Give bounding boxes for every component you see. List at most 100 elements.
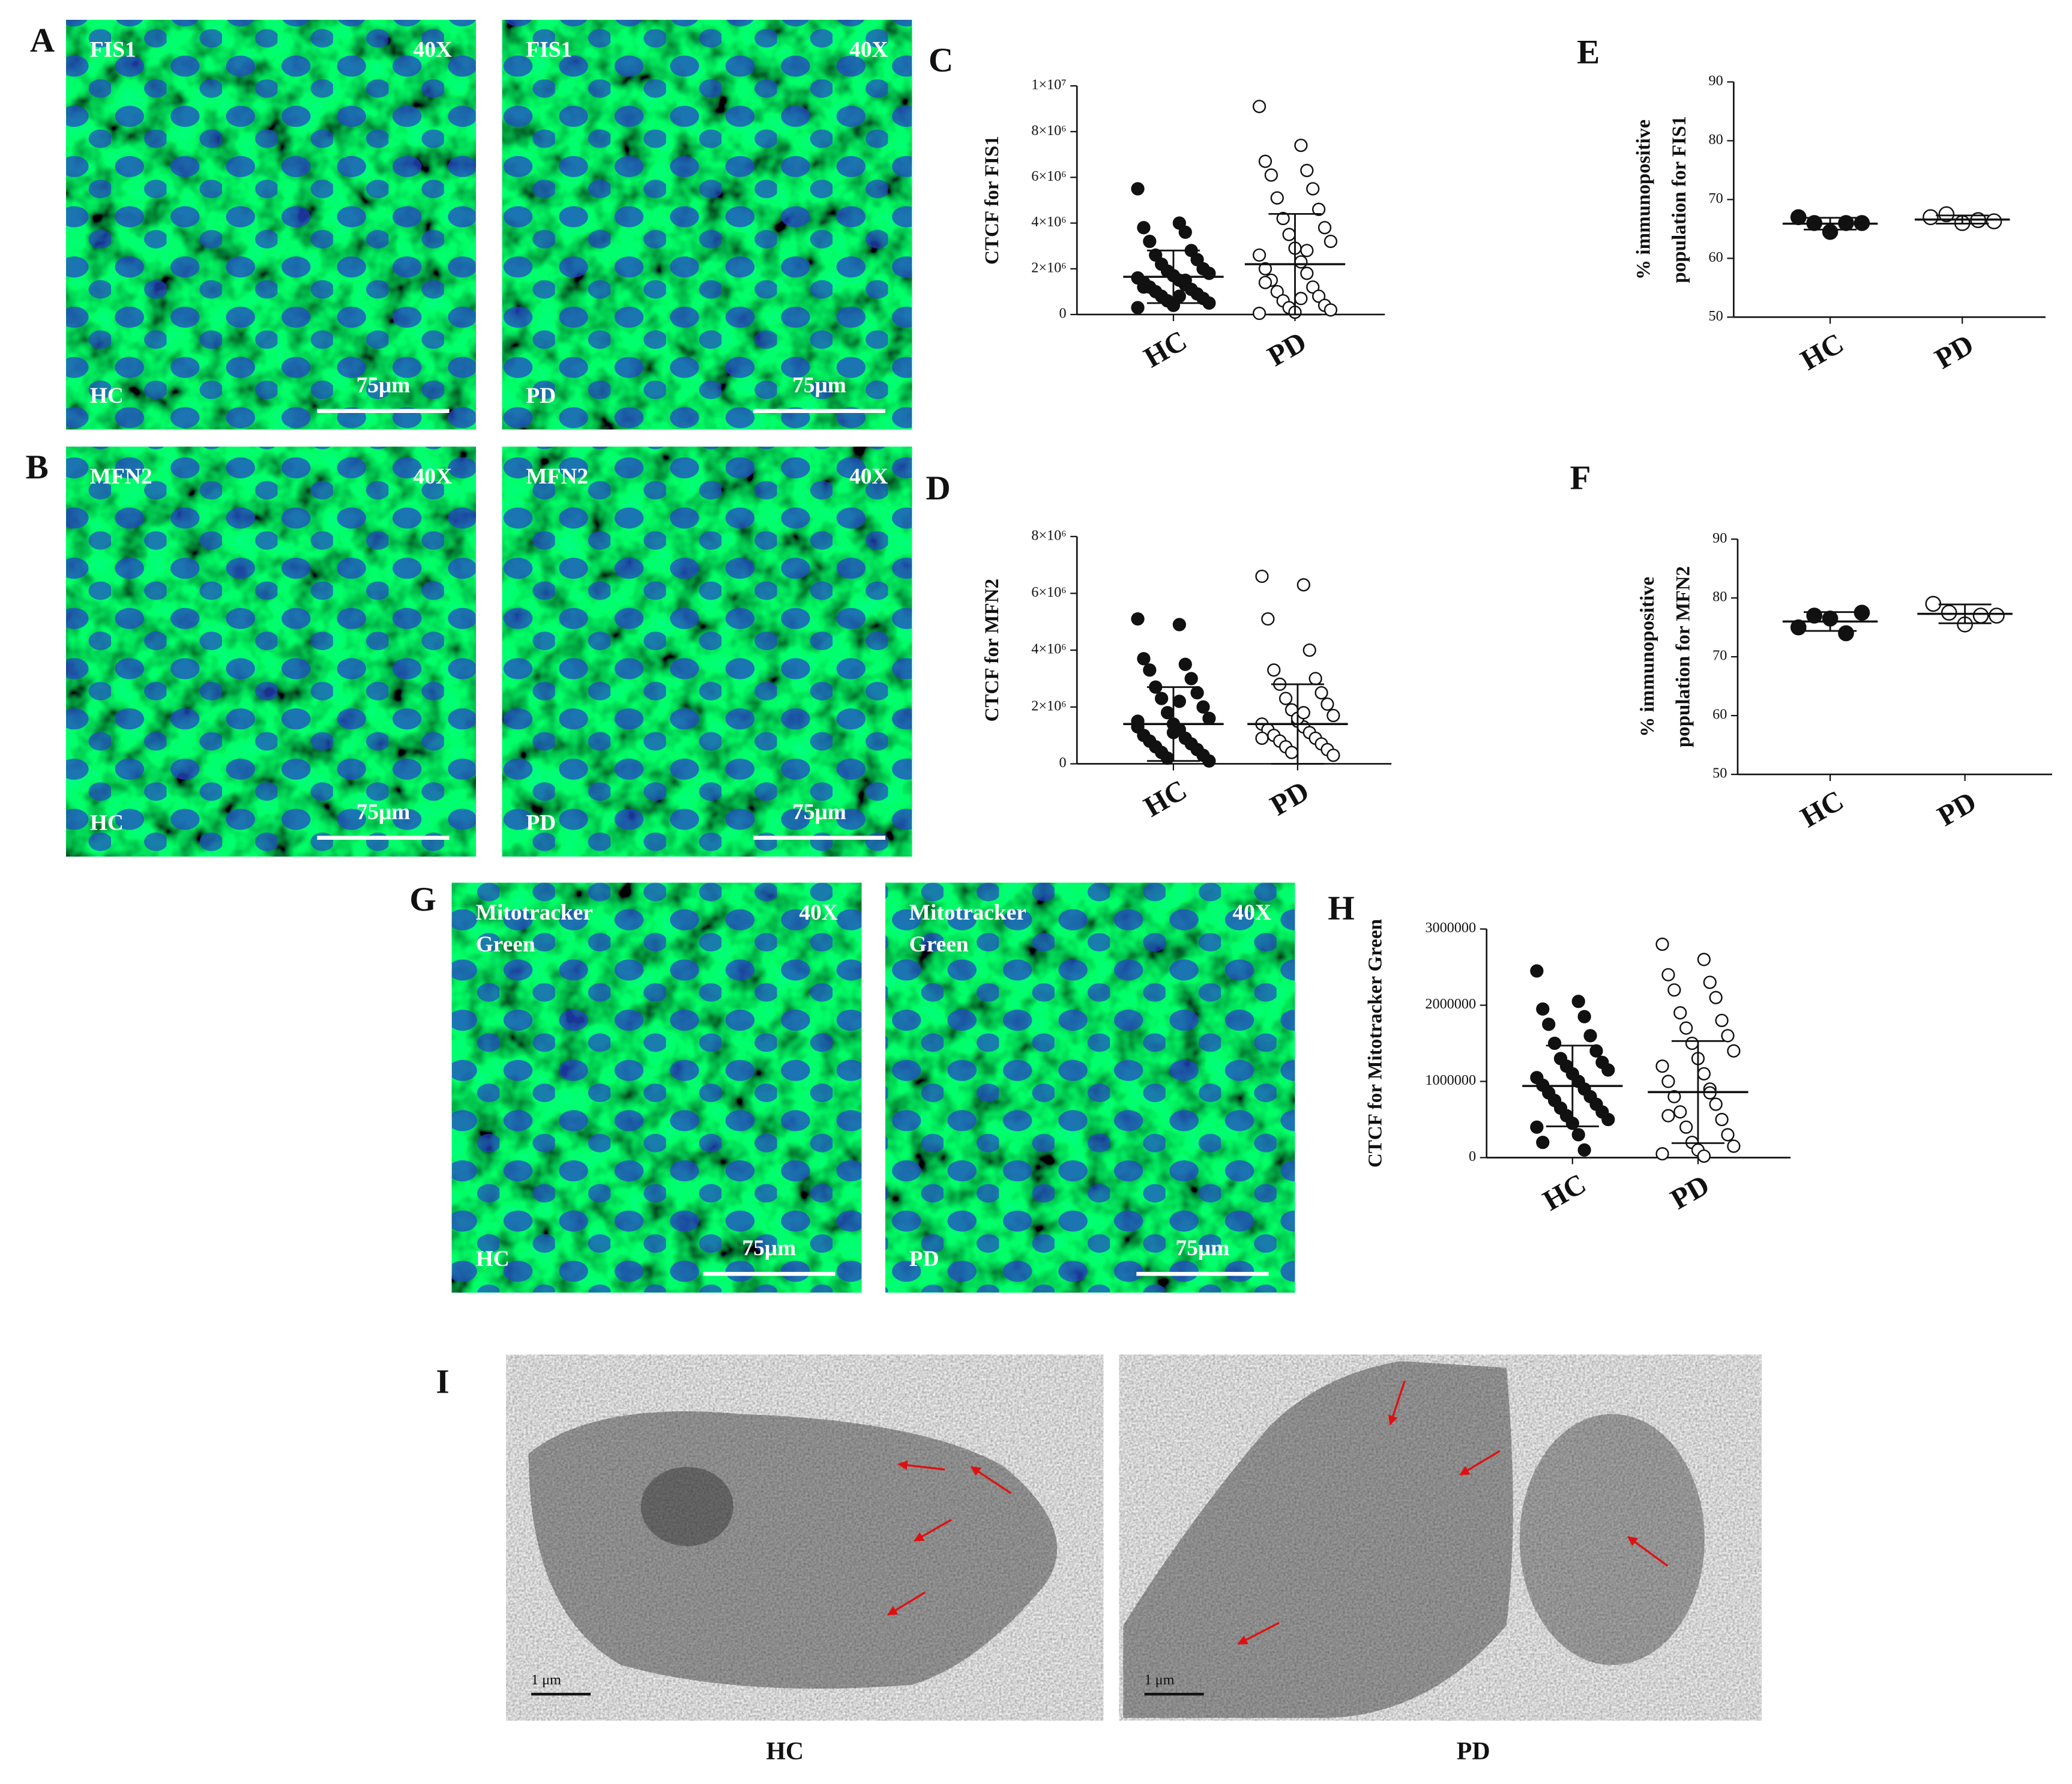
arrow bbox=[897, 1460, 945, 1471]
nucleolus bbox=[640, 1466, 733, 1546]
data-point bbox=[1202, 754, 1216, 768]
y-tick-label: 6×10⁶ bbox=[1031, 168, 1066, 184]
panel-letter: F bbox=[1570, 459, 1591, 496]
y-tick-label: 0 bbox=[1059, 306, 1067, 322]
y-tick-label: 2000000 bbox=[1425, 996, 1476, 1012]
group-label: HC bbox=[90, 810, 124, 835]
data-point bbox=[1536, 1135, 1550, 1150]
data-point bbox=[1577, 1010, 1591, 1023]
cell bbox=[1123, 1361, 1513, 1718]
magnification-label: 40X bbox=[849, 37, 888, 62]
data-point bbox=[1577, 1143, 1591, 1157]
micrograph: MFN2 40X HC 75μm bbox=[66, 447, 476, 857]
data-point bbox=[1172, 618, 1186, 631]
data-point bbox=[1697, 1149, 1711, 1163]
panel-letter: C bbox=[929, 41, 953, 79]
stain-label: MFN2 bbox=[526, 465, 588, 489]
y-axis-label: population for MFN2 bbox=[1673, 566, 1694, 747]
arrow bbox=[1627, 1535, 1669, 1567]
data-point bbox=[1312, 289, 1326, 303]
y-tick-label: 2×10⁶ bbox=[1031, 259, 1066, 276]
data-point bbox=[1297, 578, 1310, 592]
em-group-label: PD bbox=[1457, 1738, 1490, 1765]
x-tick-label: HC bbox=[1538, 1168, 1591, 1217]
arrow bbox=[887, 1591, 926, 1616]
scale-label: 75μm bbox=[742, 1236, 796, 1261]
data-point bbox=[1294, 139, 1308, 152]
data-point bbox=[1137, 652, 1151, 666]
panel-letter: A bbox=[30, 22, 55, 59]
y-tick-label: 4×10⁶ bbox=[1031, 641, 1066, 657]
data-point bbox=[1284, 746, 1299, 759]
data-point bbox=[1925, 595, 1942, 612]
data-point bbox=[1312, 202, 1326, 216]
data-point bbox=[1309, 672, 1322, 686]
data-point bbox=[1697, 953, 1711, 966]
data-point bbox=[1709, 990, 1723, 1005]
data-point bbox=[1149, 248, 1163, 262]
group-label: HC bbox=[476, 1247, 510, 1271]
em-scale-label: 1 μm bbox=[1145, 1672, 1175, 1688]
data-point bbox=[1306, 280, 1320, 294]
chart: 0 2×10⁶ 4×10⁶ 6×10⁶ 8×10⁶ CTCF for MFN2 HC PD bbox=[981, 527, 1392, 823]
image-nuclei bbox=[451, 882, 862, 1293]
data-point bbox=[1790, 619, 1807, 636]
data-point bbox=[1854, 604, 1870, 621]
data-point bbox=[1255, 569, 1269, 583]
group-label: HC bbox=[90, 384, 124, 408]
data-point bbox=[1327, 708, 1340, 723]
magnification-label: 40X bbox=[414, 465, 452, 489]
image-nuclei bbox=[66, 20, 476, 430]
data-point bbox=[1673, 1105, 1687, 1119]
data-point bbox=[1178, 225, 1192, 239]
image-nuclei bbox=[66, 447, 476, 857]
x-tick-label: HC bbox=[1795, 785, 1849, 834]
data-point bbox=[1278, 692, 1293, 705]
stain-label: FIS1 bbox=[90, 37, 136, 62]
data-point bbox=[1160, 751, 1175, 765]
stain-label: Green bbox=[909, 932, 969, 957]
em-group-label: HC bbox=[766, 1738, 804, 1765]
data-point bbox=[1258, 154, 1272, 168]
data-point bbox=[1530, 1120, 1544, 1134]
y-tick-label: 2×10⁶ bbox=[1031, 698, 1066, 714]
data-point bbox=[1703, 975, 1717, 989]
data-point bbox=[1661, 968, 1675, 981]
image-nuclei bbox=[502, 20, 912, 430]
data-point bbox=[1178, 657, 1192, 671]
data-point bbox=[1536, 1002, 1550, 1016]
data-point bbox=[1324, 234, 1338, 249]
y-tick-label: 50 bbox=[1712, 765, 1727, 782]
data-point bbox=[1655, 937, 1669, 951]
data-point bbox=[1601, 1112, 1615, 1127]
data-point bbox=[1160, 706, 1175, 720]
data-point bbox=[1131, 714, 1145, 728]
x-tick-label: PD bbox=[1262, 326, 1312, 373]
x-tick-label: HC bbox=[1139, 325, 1192, 374]
data-point bbox=[1709, 1097, 1723, 1111]
data-point bbox=[1542, 1017, 1556, 1031]
micrograph: MFN2 40X PD 75μm bbox=[502, 447, 912, 857]
y-tick-label: 60 bbox=[1712, 707, 1727, 723]
em-scale-label: 1 μm bbox=[531, 1672, 561, 1688]
data-point bbox=[1303, 643, 1316, 657]
magnification-label: 40X bbox=[849, 465, 888, 489]
data-point bbox=[1923, 209, 1939, 226]
data-point bbox=[1282, 228, 1296, 241]
panel-letter: G bbox=[409, 881, 436, 918]
scale-label: 75μm bbox=[357, 373, 411, 398]
y-tick-label: 1000000 bbox=[1425, 1072, 1476, 1088]
data-point bbox=[1300, 244, 1314, 258]
data-point bbox=[1255, 731, 1269, 745]
stain-label: Green bbox=[476, 932, 535, 957]
stain-label: MFN2 bbox=[90, 465, 152, 489]
em-image bbox=[1119, 1354, 1762, 1721]
group-label: PD bbox=[526, 384, 556, 408]
data-point bbox=[1131, 182, 1145, 196]
data-point bbox=[1667, 1089, 1681, 1104]
data-point bbox=[1190, 686, 1204, 700]
y-tick-label: 80 bbox=[1709, 131, 1723, 148]
data-point bbox=[1661, 1074, 1675, 1088]
